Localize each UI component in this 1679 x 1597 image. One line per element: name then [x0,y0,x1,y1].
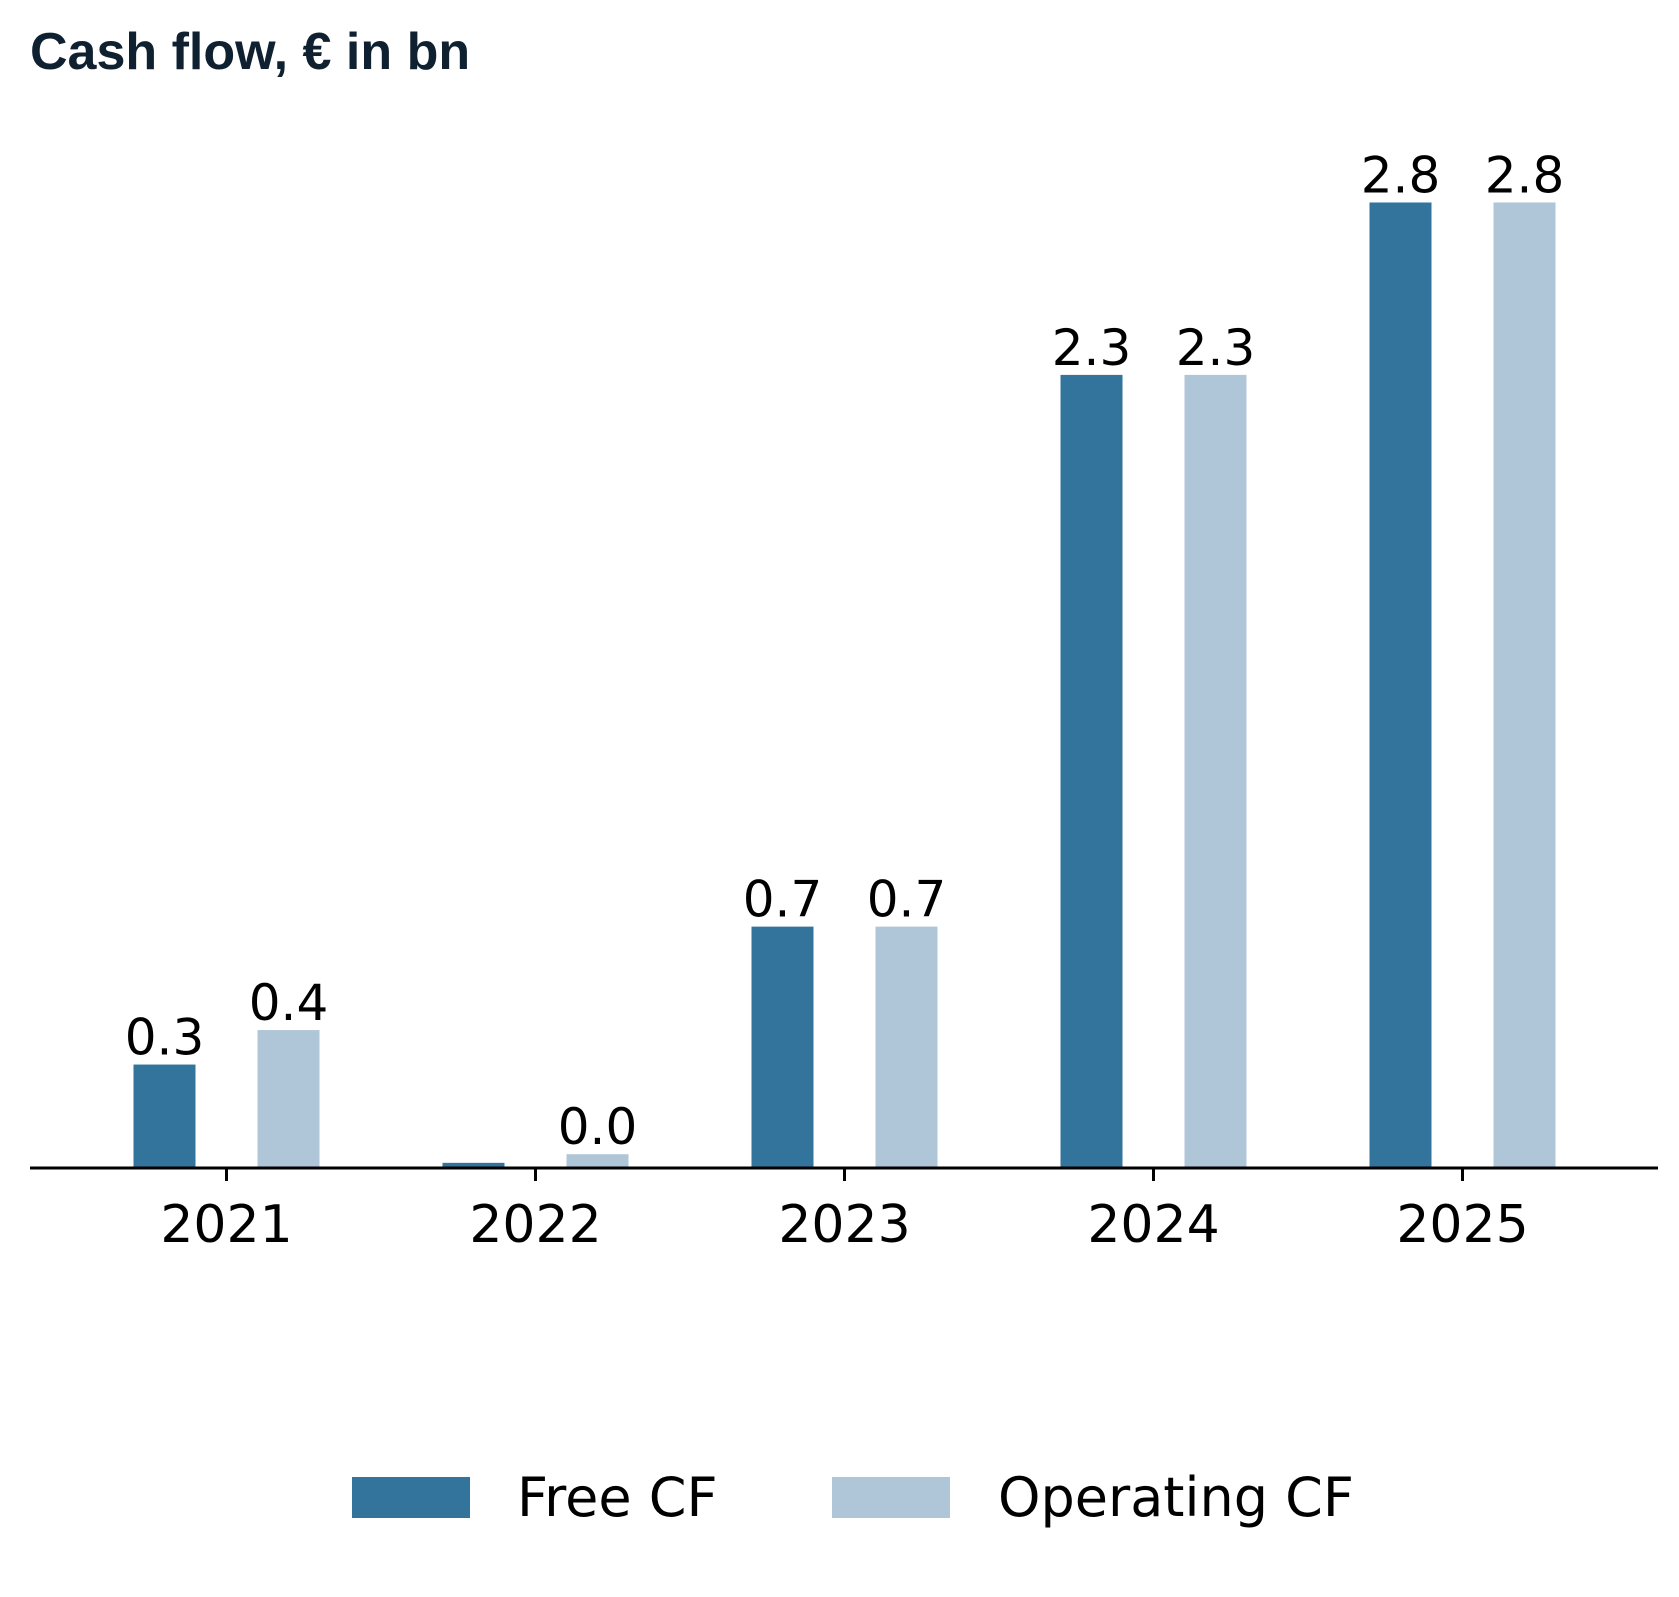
x-tick-label-2023: 2023 [778,1195,910,1255]
value-label-free-cf-2024: 2.3 [1052,319,1132,377]
x-tick-label-2025: 2025 [1396,1195,1528,1255]
legend: Free CF Operating CF [352,1466,1354,1529]
x-tick-label-2021: 2021 [160,1195,292,1255]
x-tick-label-2024: 2024 [1087,1195,1219,1255]
bar-operating-cf-2025 [1493,202,1556,1168]
bar-free-cf-2025 [1369,202,1432,1168]
value-label-operating-cf-2021: 0.4 [249,974,329,1032]
bar-operating-cf-2021 [257,1030,320,1168]
bar-free-cf-2021 [133,1064,196,1168]
legend-label-operating-cf: Operating CF [998,1466,1354,1529]
value-label-operating-cf-2022: 0.0 [558,1098,638,1156]
value-label-operating-cf-2023: 0.7 [867,871,947,929]
value-label-free-cf-2025: 2.8 [1361,146,1441,204]
legend-swatch-free-cf [352,1477,470,1518]
bars-layer [133,202,1556,1168]
value-labels-layer: 0.3 0.4 0.0 0.7 0.7 2.3 2.3 2.8 2.8 [125,146,1565,1156]
bar-operating-cf-2023 [875,926,938,1168]
value-label-free-cf-2023: 0.7 [743,871,823,929]
value-label-operating-cf-2024: 2.3 [1176,319,1256,377]
value-label-operating-cf-2025: 2.8 [1485,146,1565,204]
legend-swatch-operating-cf [832,1477,950,1518]
x-tick-label-2022: 2022 [469,1195,601,1255]
bar-free-cf-2022 [442,1162,505,1168]
bar-operating-cf-2022 [566,1154,629,1168]
bar-operating-cf-2024 [1184,374,1247,1168]
chart-title: Cash flow, € in bn [30,23,471,81]
legend-label-free-cf: Free CF [517,1466,718,1529]
x-axis-ticks: 2021 2022 2023 2024 2025 [160,1168,1529,1255]
bar-free-cf-2024 [1060,374,1123,1168]
value-label-free-cf-2021: 0.3 [125,1009,205,1067]
bar-free-cf-2023 [751,926,814,1168]
